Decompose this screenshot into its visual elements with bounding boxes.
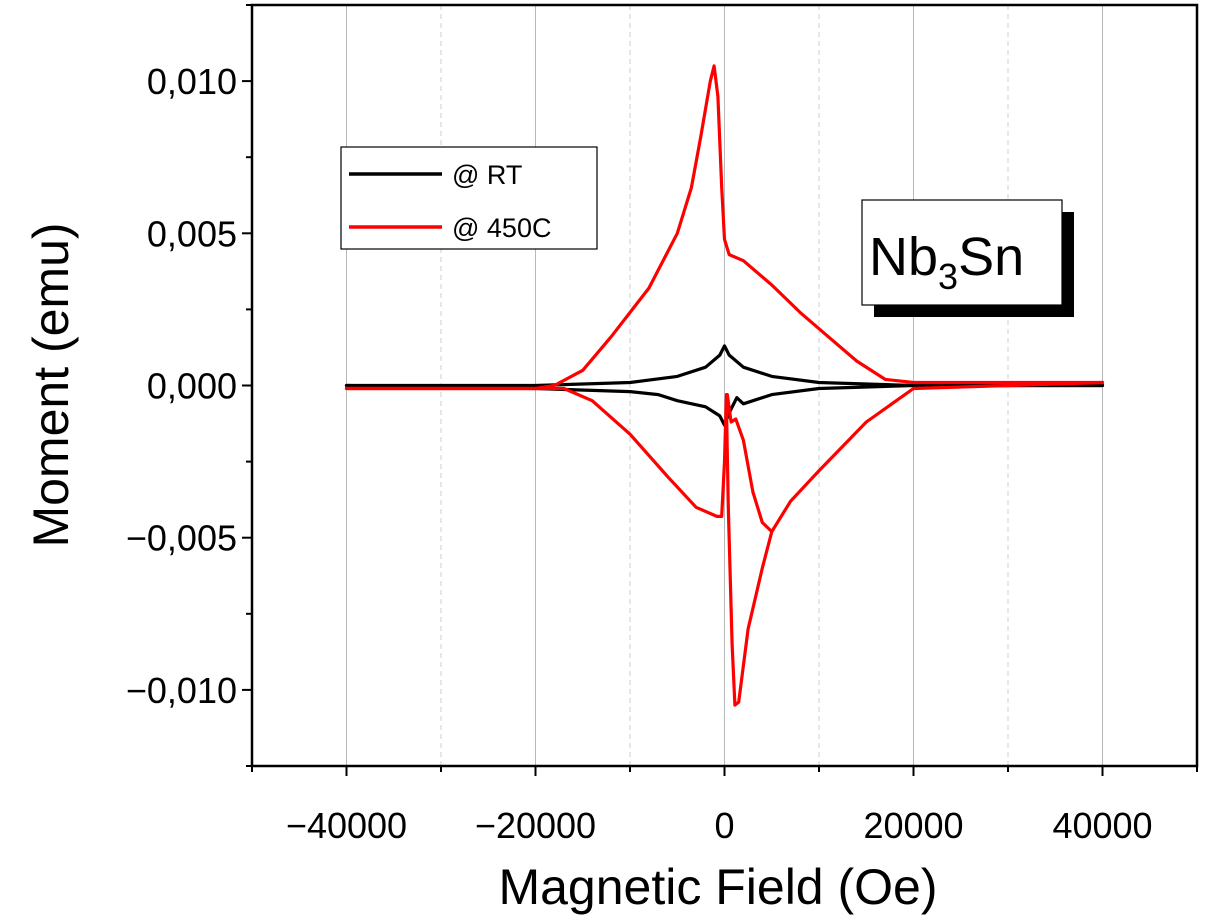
material-label-subscript: 3 <box>938 256 958 297</box>
x-tick-label: −20000 <box>475 805 596 846</box>
series-line <box>344 344 1105 388</box>
series-1 <box>344 64 1105 707</box>
material-label-text: Nb3Sn <box>869 227 1024 297</box>
material-label: Nb3Sn <box>861 199 1074 317</box>
x-tick-label: 0 <box>714 805 734 846</box>
y-axis-title: Moment (emu) <box>23 222 79 547</box>
legend-label-rt: @ RT <box>452 160 522 190</box>
x-tick-label: 40000 <box>1052 805 1152 846</box>
y-tick-label: 0,000 <box>147 366 237 407</box>
x-axis-title: Magnetic Field (Oe) <box>498 859 937 915</box>
legend-box <box>340 146 598 250</box>
y-tick-label: −0,005 <box>126 518 237 559</box>
material-label-main: Nb <box>869 227 938 287</box>
series-line <box>724 380 1105 707</box>
y-tick-label: 0,010 <box>147 61 237 102</box>
material-label-box <box>861 199 1063 306</box>
y-tick-label: 0,005 <box>147 213 237 254</box>
series-line <box>344 64 1105 391</box>
legend-label-450c: @ 450C <box>452 213 551 243</box>
x-tick-label: 20000 <box>863 805 963 846</box>
series-line <box>344 386 728 518</box>
tick-layer: −40000 −20000 0 20000 40000 −0,010 −0,005 0,000… <box>126 4 1198 846</box>
legend: @ RT @ 450C <box>340 146 598 250</box>
y-tick-label: −0,010 <box>126 670 237 711</box>
x-tick-label: −40000 <box>286 805 407 846</box>
material-label-tail: Sn <box>958 227 1024 287</box>
series-layer <box>344 64 1105 707</box>
